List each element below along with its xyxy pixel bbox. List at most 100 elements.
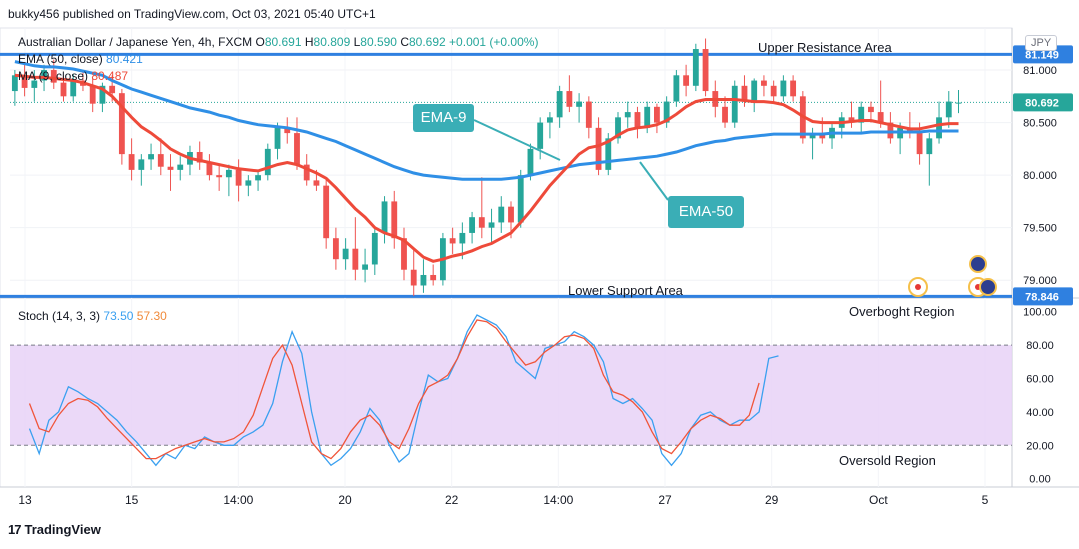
- ma-legend-label: MA (9, close): [18, 69, 89, 83]
- candle-body: [848, 117, 855, 123]
- ema-legend: EMA (50, close) 80.421: [18, 52, 143, 66]
- candle-body: [410, 269, 417, 286]
- stoch-tick-label: 80.00: [1026, 340, 1054, 352]
- candle-body: [167, 166, 174, 170]
- candles: [11, 38, 962, 296]
- ohlc-close: 80.692: [409, 35, 446, 49]
- candle-body: [916, 133, 923, 155]
- candle-body: [595, 127, 602, 170]
- candle-body: [391, 201, 398, 239]
- candle-body: [274, 127, 281, 149]
- time-tick-label: 15: [125, 493, 139, 507]
- ma-legend-value: 80.487: [91, 69, 129, 83]
- level-price-label: 81.149: [1025, 49, 1059, 61]
- time-tick-label: 13: [18, 493, 32, 507]
- candle-body: [537, 122, 544, 149]
- candle-body: [780, 80, 787, 97]
- candle-body: [868, 106, 874, 113]
- candle-body: [926, 138, 933, 155]
- candle-body: [381, 201, 388, 233]
- candle-body: [50, 70, 57, 83]
- candle-body: [255, 175, 261, 181]
- candle-body: [731, 85, 738, 123]
- time-tick-label: Oct: [869, 493, 888, 507]
- stoch-tick-label: 20.00: [1026, 440, 1054, 452]
- stoch-d-value: 57.30: [136, 309, 167, 323]
- oversold-label: Oversold Region: [839, 453, 936, 468]
- tradingview-logo-icon: 17: [8, 522, 22, 537]
- last-price-label: 80.692: [1025, 97, 1059, 109]
- candle-body: [877, 112, 884, 123]
- tradingview-brand: TradingView: [24, 522, 101, 537]
- candle-body: [722, 106, 728, 123]
- candle-body: [371, 232, 378, 265]
- annotations: [473, 119, 997, 297]
- candle-body: [148, 154, 154, 160]
- time-tick-label: 29: [765, 493, 779, 507]
- candle-body: [118, 93, 125, 155]
- candle-body: [770, 85, 777, 97]
- candle-body: [11, 75, 18, 92]
- ma9-line: [14, 73, 959, 263]
- candle-body: [352, 248, 359, 270]
- candle-body: [128, 154, 135, 170]
- ohlc-high: 80.809: [313, 35, 351, 49]
- ohlc-low-label: L: [353, 35, 361, 49]
- ohlc-high-label: H: [304, 35, 314, 49]
- candle-body: [508, 206, 514, 223]
- candle-body: [177, 164, 184, 170]
- ohlc-close-label: C: [400, 35, 409, 49]
- ema-legend-label: EMA (50, close): [18, 52, 103, 66]
- stoch-k-value: 73.50: [103, 309, 134, 323]
- stoch-tick-label: 60.00: [1026, 373, 1054, 385]
- candle-body: [235, 169, 242, 186]
- ema-legend-value: 80.421: [106, 52, 143, 66]
- candle-body: [751, 80, 758, 102]
- candle-body: [245, 180, 252, 186]
- candle-body: [546, 117, 553, 123]
- time-tick-label: 22: [445, 493, 459, 507]
- candle-body: [31, 80, 38, 88]
- candle-body: [955, 102, 962, 104]
- stoch-tick-label: 40.00: [1026, 407, 1054, 419]
- stoch-d-line: [28, 319, 760, 460]
- candle-body: [138, 159, 145, 170]
- candle-body: [449, 238, 456, 244]
- candle-body: [761, 80, 767, 86]
- candle-body: [99, 85, 106, 104]
- price-tick-label: 79.000: [1023, 275, 1057, 287]
- candle-body: [206, 162, 213, 176]
- candle-body: [109, 85, 116, 94]
- candle-body: [332, 238, 339, 260]
- time-tick-label: 14:00: [223, 493, 253, 507]
- candle-body: [576, 101, 583, 107]
- ohlc-low: 80.590: [360, 35, 397, 49]
- price-tick-label: 80.000: [1023, 170, 1057, 182]
- candle-body: [702, 49, 709, 92]
- candle-body: [362, 264, 368, 270]
- time-tick-label: 5: [982, 493, 989, 507]
- ema50-tag: EMA-50: [668, 196, 744, 228]
- stoch-legend-label: Stoch (14, 3, 3): [18, 309, 101, 323]
- ema9-pointer: [473, 119, 561, 161]
- axes: 79.000 79.500 80.000 80.500 81.000 0.00 20.00 4…: [18, 65, 1057, 507]
- stoch-tick-label: 100.00: [1023, 307, 1057, 319]
- candle-body: [70, 80, 77, 97]
- candle-body: [401, 238, 407, 270]
- candle-body: [741, 85, 748, 102]
- tradingview-footer[interactable]: 17 TradingView: [8, 522, 101, 537]
- candle-body: [420, 274, 427, 286]
- ema50-line: [14, 60, 959, 181]
- currency-badge[interactable]: JPY: [1025, 35, 1058, 51]
- candle-body: [21, 75, 28, 88]
- candle-body: [216, 175, 223, 178]
- candle-body: [790, 80, 797, 97]
- candle-body: [906, 127, 913, 134]
- candle-body: [196, 152, 203, 163]
- stochastic-lines: [28, 314, 779, 467]
- candle-body: [683, 75, 690, 86]
- candle-body: [294, 133, 300, 165]
- candle-body: [615, 117, 621, 139]
- candle-body: [644, 106, 651, 128]
